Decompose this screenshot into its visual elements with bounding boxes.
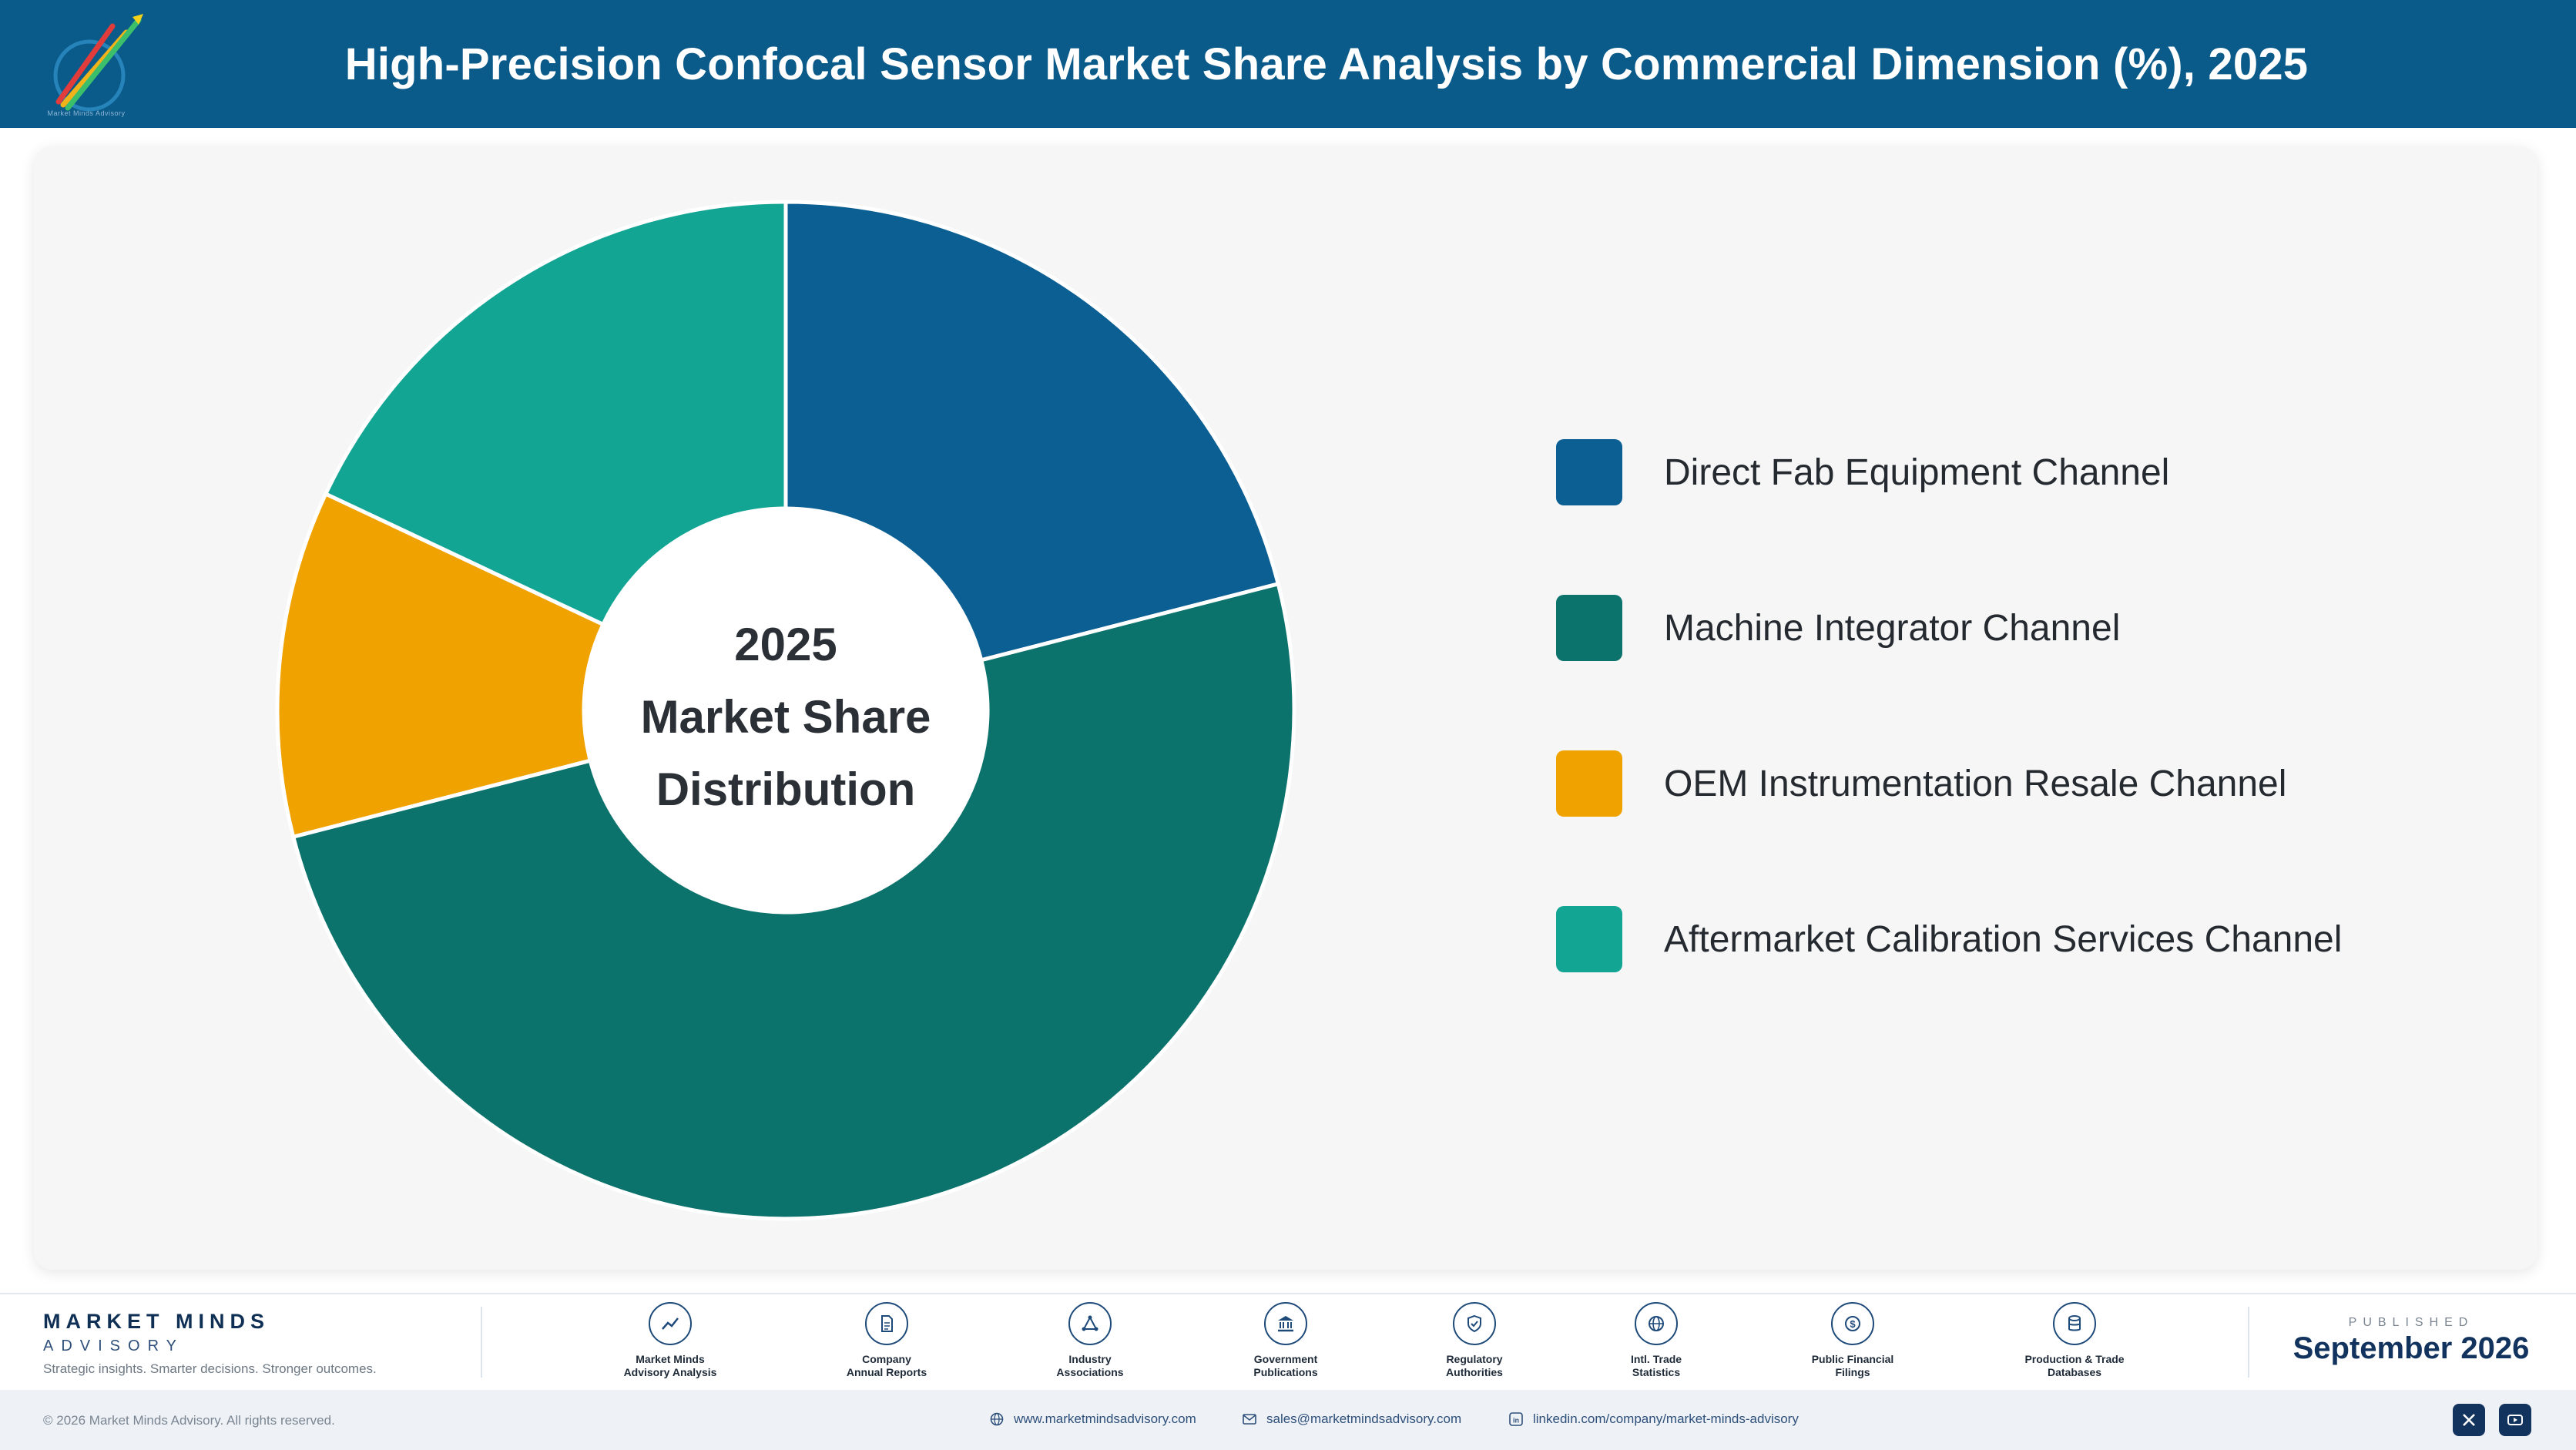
legend-item-aftermarket-calibration: Aftermarket Calibration Services Channel [1556,906,2342,972]
source-item-public-financial-filings: $ Public Financial Filings [1764,1302,1941,1379]
linkedin-icon: in [1509,1412,1523,1426]
copyright-text: © 2026 Market Minds Advisory. All rights… [43,1413,335,1428]
source-label: Market Minds Advisory Analysis [623,1353,717,1378]
source-label: Government Publications [1253,1353,1318,1378]
globe-icon [1635,1302,1678,1345]
center-label-line2: Market Share [640,691,931,743]
source-label: Production & Trade Databases [2024,1353,2125,1378]
footer-divider [481,1307,482,1378]
website-link[interactable]: www.marketmindsadvisory.com [989,1411,1196,1427]
linkedin-text: linkedin.com/company/market-minds-adviso… [1533,1411,1799,1426]
donut-slice-oem-instrumentation-resale-channel[interactable] [275,491,606,840]
source-label: Industry Associations [1056,1353,1124,1378]
x-social-button[interactable] [2453,1404,2485,1436]
legend-swatch [1556,439,1622,505]
legend-item-oem-resale: OEM Instrumentation Resale Channel [1556,750,2286,817]
linkedin-link[interactable]: in linkedin.com/company/market-minds-adv… [1508,1411,1799,1427]
market-minds-logo-icon [53,14,143,112]
legend-swatch [1556,750,1622,817]
source-item-market-minds-analysis: Market Minds Advisory Analysis [582,1302,759,1379]
source-item-regulatory-authorities: Regulatory Authorities [1386,1302,1563,1379]
footer-tagline: Strategic insights. Smarter decisions. S… [43,1361,377,1376]
mail-icon [1243,1414,1256,1425]
document-icon [865,1302,908,1345]
database-icon [2053,1302,2096,1345]
source-item-production-trade-databases: Production & Trade Databases [1986,1302,2163,1379]
center-label-line3: Distribution [656,764,916,815]
donut-slice-machine-integrator-channel[interactable] [293,584,1294,1219]
page-title: High-Precision Confocal Sensor Market Sh… [344,39,2309,89]
svg-text:$: $ [1850,1318,1856,1330]
email-link[interactable]: sales@marketmindsadvisory.com [1242,1411,1461,1427]
website-text: www.marketmindsadvisory.com [1014,1411,1196,1426]
footer-divider [2248,1307,2249,1378]
globe-icon [990,1412,1004,1426]
legend-label: OEM Instrumentation Resale Channel [1664,763,2287,804]
legend-label: Aftermarket Calibration Services Channel [1664,918,2343,960]
government-building-icon [1264,1302,1307,1345]
footer-contact-bar [0,1390,2576,1450]
legend-label: Direct Fab Equipment Channel [1664,451,2170,493]
logo-caption: Market Minds Advisory [47,109,126,117]
network-icon [1068,1302,1112,1345]
source-item-annual-reports: Company Annual Reports [798,1302,975,1379]
dollar-coin-icon: $ [1831,1302,1874,1345]
donut-center-label: 2025 Market Share Distribution [593,609,978,826]
published-date: September 2026 [2293,1331,2530,1365]
legend-swatch [1556,595,1622,661]
source-item-government-publications: Government Publications [1197,1302,1374,1379]
published-label: PUBLISHED [2348,1316,2474,1329]
legend-item-machine-integrator: Machine Integrator Channel [1556,595,2120,661]
source-label: Company Annual Reports [846,1353,927,1378]
svg-text:in: in [1513,1417,1519,1425]
header-bar: Market Minds Advisory High-Precision Con… [0,0,2576,128]
email-text: sales@marketmindsadvisory.com [1266,1411,1462,1426]
legend-swatch [1556,906,1622,972]
footer-brand-sub: ADVISORY [43,1338,184,1354]
youtube-icon [2507,1415,2523,1425]
youtube-social-button[interactable] [2499,1404,2531,1436]
x-logo-icon [2463,1414,2475,1426]
shield-check-icon [1453,1302,1496,1345]
source-item-trade-statistics: Intl. Trade Statistics [1568,1302,1745,1379]
source-label: Regulatory Authorities [1446,1353,1503,1378]
legend-item-direct-fab: Direct Fab Equipment Channel [1556,439,2169,505]
source-label: Intl. Trade Statistics [1630,1353,1682,1378]
center-label-year: 2025 [734,619,837,670]
legend-label: Machine Integrator Channel [1664,607,2121,649]
trend-chart-icon [649,1302,692,1345]
source-item-industry-associations: Industry Associations [1001,1302,1179,1379]
source-label: Public Financial Filings [1811,1353,1894,1378]
footer-brand-name: MARKET MINDS [43,1310,270,1333]
